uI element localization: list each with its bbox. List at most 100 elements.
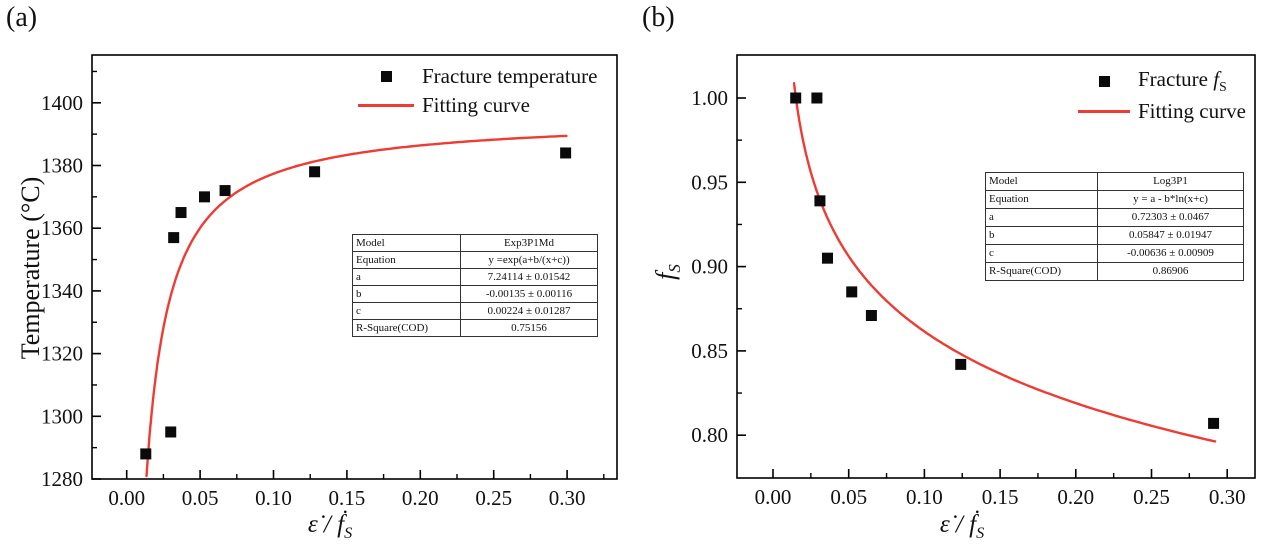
param-value: Log3P1 <box>1097 172 1244 191</box>
param-label: b <box>985 226 1098 245</box>
legend-entry-fit: Fitting curve <box>1078 96 1246 126</box>
table-row: Model Exp3P1Md <box>352 234 598 252</box>
y-tick-label: 1280 <box>41 467 83 491</box>
param-label: R-Square(COD) <box>985 262 1098 281</box>
data-point <box>1208 417 1220 429</box>
param-label: c <box>352 302 461 320</box>
data-point <box>165 426 177 438</box>
param-label: a <box>352 268 461 286</box>
y-axis-title-b: fS <box>651 264 685 280</box>
y-tick-label: 0.80 <box>691 423 728 447</box>
y-tick-label: 1320 <box>41 342 83 366</box>
param-value: 0.05847 ± 0.01947 <box>1097 226 1244 245</box>
param-value: 0.75156 <box>460 319 598 337</box>
legend-entry-scatter: Fracture fS <box>1078 66 1246 96</box>
x-axis-title-a-main: ε̇ / ḟ <box>307 511 345 538</box>
square-marker-icon <box>1078 75 1130 87</box>
y-tick-label: 1360 <box>41 216 83 240</box>
table-row: Equation y =exp(a+b/(x+c)) <box>352 251 598 269</box>
table-row: b -0.00135 ± 0.00116 <box>352 285 598 303</box>
table-row: Equation y = a - b*ln(x+c) <box>985 190 1244 209</box>
fit-curve <box>145 134 568 478</box>
param-value: -0.00636 ± 0.00909 <box>1097 244 1244 263</box>
param-label: Equation <box>352 251 461 269</box>
legend-label: Fitting curve <box>1138 98 1246 123</box>
x-tick-label: 0.25 <box>475 486 512 510</box>
table-row: R-Square(COD) 0.75156 <box>352 319 598 337</box>
table-row: Model Log3P1 <box>985 172 1244 191</box>
table-row: a 0.72303 ± 0.0467 <box>985 208 1244 227</box>
panel-label-a: (a) <box>6 2 38 33</box>
x-axis-title-b-sub: S <box>976 524 985 542</box>
chart-a: 0.00 0.05 0.10 0.15 0.20 0.25 0.30 1280 1300 1320… <box>41 54 618 510</box>
data-point <box>790 92 802 104</box>
x-axis-title-a-sub: S <box>344 524 353 542</box>
legend-label-math: f <box>1213 66 1220 91</box>
data-point <box>955 358 967 370</box>
param-label: b <box>352 285 461 303</box>
data-point <box>822 252 834 264</box>
legend-a: Fracture temperature Fitting curve <box>358 62 598 120</box>
y-tick-label: 1400 <box>41 91 83 115</box>
y-tick-label: 1.00 <box>691 86 728 110</box>
param-value: 7.24114 ± 0.01542 <box>460 268 598 286</box>
legend-label: Fracture temperature <box>422 64 598 88</box>
chart-b: 0.00 0.05 0.10 0.15 0.20 0.25 0.30 0.80 0.85 0.90… <box>691 54 1256 509</box>
param-label: Model <box>985 172 1098 191</box>
x-tick-label: 0.00 <box>755 485 792 509</box>
param-value: 0.72303 ± 0.0467 <box>1097 208 1244 227</box>
table-row: c -0.00636 ± 0.00909 <box>985 244 1244 263</box>
param-label: c <box>985 244 1098 263</box>
plot-frame <box>91 54 618 480</box>
data-point <box>140 448 152 460</box>
data-point <box>309 166 321 178</box>
legend-label-sub: S <box>1219 79 1227 95</box>
data-point <box>865 309 877 321</box>
legend-entry-fit: Fitting curve <box>358 91 598 120</box>
fit-params-table-a: Model Exp3P1Md Equation y =exp(a+b/(x+c)) … <box>352 234 598 337</box>
data-point <box>560 147 572 159</box>
table-row: b 0.05847 ± 0.01947 <box>985 226 1244 245</box>
x-tick-label: 0.15 <box>329 486 366 510</box>
square-marker-icon <box>358 71 414 82</box>
param-label: Equation <box>985 190 1098 209</box>
param-label: a <box>985 208 1098 227</box>
x-axis-title-b-main: ε̇ / ḟ <box>939 511 977 538</box>
legend-label: Fitting curve <box>422 93 530 117</box>
x-axis-title-b: ε̇ / ḟS <box>940 511 984 543</box>
data-point <box>168 232 180 244</box>
param-value: Exp3P1Md <box>460 234 598 252</box>
data-point <box>814 195 826 207</box>
y-axis-title-b-main: f <box>650 272 680 280</box>
param-label: R-Square(COD) <box>352 319 461 337</box>
y-tick-label: 0.95 <box>691 170 728 194</box>
x-tick-label: 0.10 <box>255 486 292 510</box>
data-point <box>219 185 231 197</box>
data-point <box>199 191 211 203</box>
line-marker-icon <box>1078 109 1130 113</box>
x-tick-label: 0.10 <box>906 485 943 509</box>
legend-entry-scatter: Fracture temperature <box>358 62 598 91</box>
x-tick-label: 0.05 <box>830 485 867 509</box>
table-row: c 0.00224 ± 0.01287 <box>352 302 598 320</box>
y-tick-label: 1340 <box>41 279 83 303</box>
x-tick-label: 0.05 <box>182 486 219 510</box>
y-axis-title-a: Temperature (°C) <box>16 176 45 360</box>
fit-curve <box>792 82 1217 443</box>
table-row: R-Square(COD) 0.86906 <box>985 262 1244 281</box>
x-tick-label: 0.15 <box>982 485 1019 509</box>
x-tick-label: 0.25 <box>1133 485 1170 509</box>
param-value: 0.86906 <box>1097 262 1244 281</box>
x-tick-label: 0.30 <box>1209 485 1246 509</box>
legend-label: Fracture fS <box>1138 67 1227 95</box>
y-tick-label: 0.90 <box>691 255 728 279</box>
data-point <box>175 207 187 219</box>
x-tick-label: 0.30 <box>549 486 586 510</box>
param-value: -0.00135 ± 0.00116 <box>460 285 598 303</box>
panel-label-b: (b) <box>642 2 675 33</box>
x-tick-label: 0.20 <box>402 486 439 510</box>
data-point <box>811 92 823 104</box>
param-value: y = a - b*ln(x+c) <box>1097 190 1244 209</box>
